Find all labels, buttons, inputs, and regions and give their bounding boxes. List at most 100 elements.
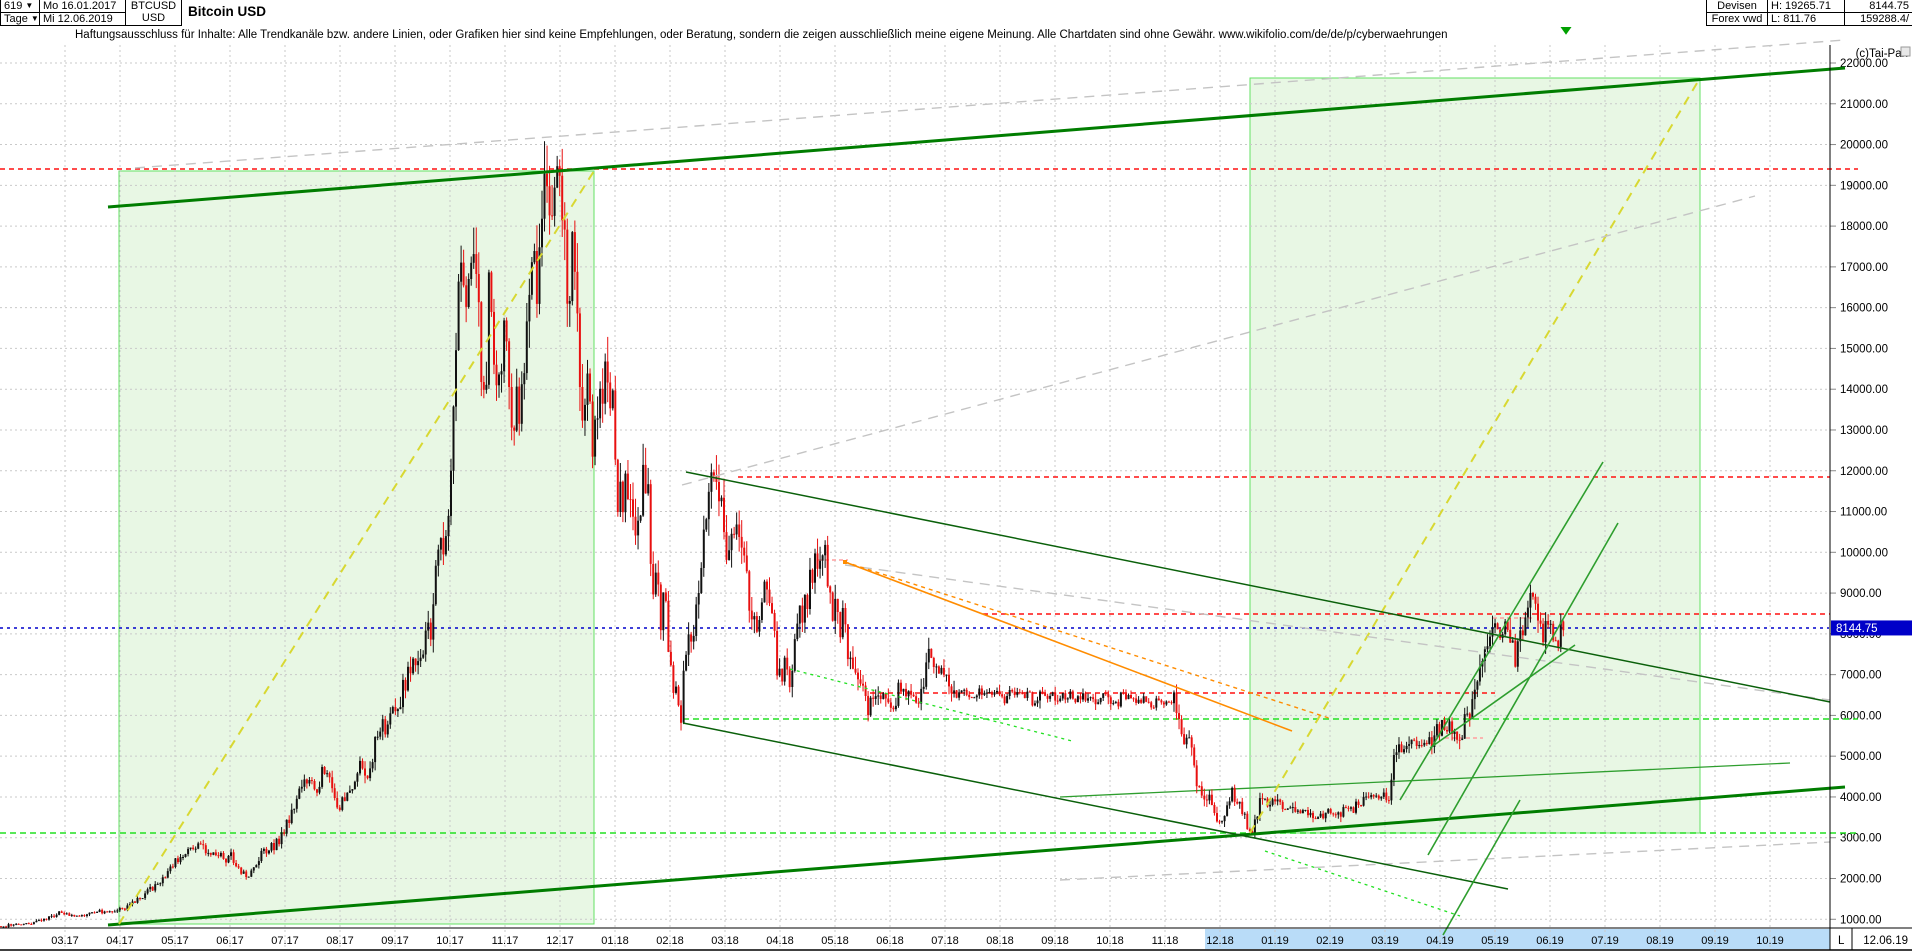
- old-trend-line: [844, 564, 1831, 701]
- currency-value: USD: [141, 12, 166, 24]
- x-axis-month-label: 12.18: [1206, 935, 1234, 947]
- projection-diagonal-left: [118, 170, 595, 925]
- channel-bottom-line: [107, 785, 1846, 927]
- chevron-down-icon: ▼: [30, 14, 39, 23]
- last-price-value: 8144.75: [1836, 623, 1878, 635]
- rally-channel-line: [1427, 522, 1619, 856]
- quote-last: 8144.75: [1845, 0, 1912, 13]
- quote-low: L: 811.76: [1768, 13, 1845, 26]
- x-axis-month-label: 04.18: [766, 935, 794, 947]
- x-axis-month-label: 09.19: [1701, 935, 1729, 947]
- x-axis-month-label: 02.18: [656, 935, 684, 947]
- x-axis-month-label: 03.18: [711, 935, 739, 947]
- y-axis-tick-label: 5000.00: [1840, 751, 1882, 763]
- rally-channel-line: [1442, 799, 1521, 936]
- x-axis-month-label: 11.17: [492, 935, 519, 947]
- timeframe-value: Tage: [4, 13, 28, 25]
- range-end-field[interactable]: Mi 12.06.2019: [40, 13, 126, 26]
- x-axis-month-label: 03.19: [1371, 935, 1399, 947]
- y-axis-tick-label: 3000.00: [1840, 833, 1882, 845]
- y-axis-tick-label: 6000.00: [1840, 710, 1882, 722]
- rally-channel-line: [1399, 461, 1604, 801]
- range-start-field[interactable]: Mo 16.01.2017: [40, 0, 126, 13]
- y-axis-tick-label: 19000.00: [1840, 180, 1888, 192]
- y-axis-tick-label: 21000.00: [1840, 99, 1888, 111]
- y-axis-tick-label: 14000.00: [1840, 384, 1888, 396]
- x-axis-month-label: 08.17: [326, 935, 354, 947]
- downtrend-2018-line: [685, 471, 1831, 703]
- bars-count-value: 619: [4, 0, 23, 12]
- x-axis-month-label: 06.17: [216, 935, 244, 947]
- x-axis-month-label: 10.17: [436, 935, 464, 947]
- symbol-cell: BTCUSD USD: [126, 0, 182, 26]
- axis-l-label: L: [1838, 935, 1845, 947]
- x-axis-month-label: 01.19: [1261, 935, 1289, 947]
- x-axis-month-label: 01.18: [601, 935, 629, 947]
- y-axis-tick-label: 12000.00: [1840, 466, 1888, 478]
- y-axis-tick-label: 11000.00: [1840, 507, 1887, 519]
- y-axis-tick-label: 15000.00: [1840, 343, 1888, 355]
- timeframe-dropdown[interactable]: Tage ▼: [0, 13, 40, 26]
- downtrend-orange-line: [844, 561, 1293, 732]
- x-axis-month-label: 05.18: [821, 935, 849, 947]
- x-axis-month-label: 10.19: [1756, 935, 1784, 947]
- x-axis-month-label: 07.18: [931, 935, 959, 947]
- x-axis-month-label: 08.19: [1646, 935, 1674, 947]
- x-axis-month-label: 09.18: [1041, 935, 1069, 947]
- x-axis-month-label: 02.19: [1316, 935, 1344, 947]
- old-trend-line: [1059, 841, 1831, 881]
- y-axis-tick-label: 4000.00: [1840, 792, 1882, 804]
- old-trend-line: [681, 195, 1756, 486]
- channel-top-line: [107, 66, 1846, 209]
- minor-trend-line: [789, 668, 1073, 742]
- candlestick-series: [0, 141, 1565, 929]
- quote-high: H: 19265.71: [1768, 0, 1845, 13]
- x-axis-month-label: 06.18: [876, 935, 904, 947]
- quote-source-line2: Forex vwd: [1706, 13, 1768, 26]
- x-axis-month-label: 04.17: [106, 935, 134, 947]
- disclaimer-text: Haftungsausschluss für Inhalte: Alle Tre…: [75, 29, 1448, 41]
- y-axis-tick-label: 18000.00: [1840, 221, 1888, 233]
- y-axis-tick-label: 13000.00: [1840, 425, 1888, 437]
- x-axis-month-label: 08.18: [986, 935, 1014, 947]
- chevron-down-icon: ▼: [25, 1, 34, 10]
- x-axis-month-label: 10.18: [1096, 935, 1124, 947]
- instrument-title: Bitcoin USD: [188, 4, 267, 19]
- x-axis-month-label: 11.18: [1152, 935, 1179, 947]
- swing-high-marker: [843, 560, 847, 564]
- x-axis-month-label: 05.17: [161, 935, 189, 947]
- y-axis-tick-label: 22000.00: [1840, 58, 1888, 70]
- x-axis-month-label: 06.19: [1536, 935, 1564, 947]
- projection-diagonal-right: [1249, 77, 1701, 834]
- y-axis-tick-label: 10000.00: [1840, 547, 1888, 559]
- symbol-value: BTCUSD: [130, 0, 177, 12]
- y-axis-tick-label: 1000.00: [1840, 914, 1882, 926]
- y-axis-tick-label: 16000.00: [1840, 303, 1888, 315]
- y-axis-tick-label: 17000.00: [1840, 262, 1888, 274]
- y-axis-tick-label: 2000.00: [1840, 874, 1882, 886]
- scroll-corner-box: [1900, 46, 1911, 57]
- minor-trend-line: [1264, 850, 1461, 917]
- recovery-support-line: [1059, 762, 1791, 798]
- y-axis-tick-label: 20000.00: [1840, 140, 1888, 152]
- x-axis-month-label: 05.19: [1481, 935, 1509, 947]
- last-price-box: [1831, 620, 1912, 636]
- x-axis-month-label: 07.19: [1591, 935, 1619, 947]
- rally-support-line: [1429, 644, 1576, 749]
- x-axis-month-label: 07.17: [271, 935, 299, 947]
- bars-count-dropdown[interactable]: 619 ▼: [0, 0, 40, 13]
- x-axis-month-label: 12.17: [546, 935, 574, 947]
- x-axis-month-label: 09.17: [381, 935, 409, 947]
- last-bar-marker: [1560, 27, 1572, 35]
- downtrend-orange-dashed-line: [844, 561, 1333, 720]
- quote-volume: 159288.4/: [1845, 13, 1912, 26]
- downtrend-support-line: [682, 722, 1509, 890]
- x-axis-month-label: 04.19: [1426, 935, 1454, 947]
- quote-source-line1: Devisen: [1706, 0, 1768, 13]
- parallel-channel-line: [134, 39, 1846, 169]
- y-axis-tick-label: 9000.00: [1840, 588, 1882, 600]
- copyright-label: (c)Tai-Pan: [1856, 48, 1908, 60]
- future-months-highlight: [1205, 929, 1830, 949]
